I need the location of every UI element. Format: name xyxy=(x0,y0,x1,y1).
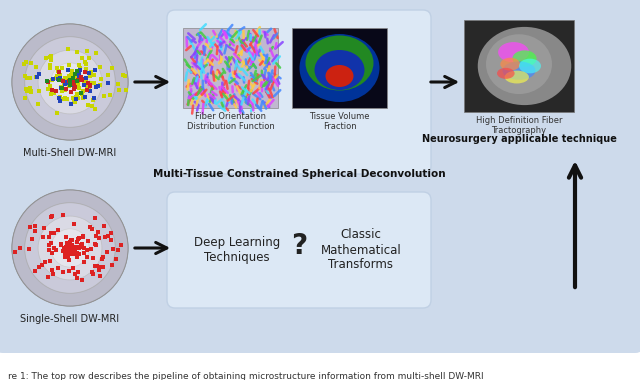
FancyBboxPatch shape xyxy=(292,28,387,108)
Ellipse shape xyxy=(25,203,115,293)
Text: re 1: The top row describes the pipeline of obtaining microstructure information: re 1: The top row describes the pipeline… xyxy=(8,372,484,380)
FancyBboxPatch shape xyxy=(167,192,431,308)
Ellipse shape xyxy=(25,203,115,293)
Ellipse shape xyxy=(51,63,89,101)
Ellipse shape xyxy=(38,50,102,114)
Ellipse shape xyxy=(477,27,572,105)
Ellipse shape xyxy=(38,50,102,114)
Ellipse shape xyxy=(500,58,520,71)
Text: Multi-Shell DW-MRI: Multi-Shell DW-MRI xyxy=(24,148,116,158)
Ellipse shape xyxy=(502,62,536,80)
Text: Neurosurgery applicable technique: Neurosurgery applicable technique xyxy=(422,134,616,144)
Ellipse shape xyxy=(38,216,102,280)
Text: Multi-Tissue Constrained Spherical Deconvolution: Multi-Tissue Constrained Spherical Decon… xyxy=(153,169,445,179)
Text: ?: ? xyxy=(291,232,307,260)
Ellipse shape xyxy=(12,190,128,306)
Ellipse shape xyxy=(497,68,515,79)
Ellipse shape xyxy=(486,34,552,94)
Ellipse shape xyxy=(505,71,529,84)
Ellipse shape xyxy=(38,216,102,280)
Ellipse shape xyxy=(314,50,365,90)
Ellipse shape xyxy=(25,37,115,127)
Ellipse shape xyxy=(51,229,89,267)
FancyBboxPatch shape xyxy=(167,10,431,174)
FancyBboxPatch shape xyxy=(183,28,278,108)
Text: Deep Learning
Techniques: Deep Learning Techniques xyxy=(194,236,280,264)
Ellipse shape xyxy=(300,34,380,102)
Ellipse shape xyxy=(12,190,128,306)
Ellipse shape xyxy=(12,24,128,140)
Ellipse shape xyxy=(519,59,541,73)
Text: High Definition Fiber
Tractography: High Definition Fiber Tractography xyxy=(476,116,563,135)
Ellipse shape xyxy=(326,65,353,87)
Ellipse shape xyxy=(305,35,374,90)
Text: Classic
Mathematical
Transforms: Classic Mathematical Transforms xyxy=(321,228,401,271)
Text: Single-Shell DW-MRI: Single-Shell DW-MRI xyxy=(20,314,120,324)
Ellipse shape xyxy=(513,51,536,67)
FancyBboxPatch shape xyxy=(0,0,640,353)
Text: Tissue Volume
Fraction: Tissue Volume Fraction xyxy=(309,112,370,131)
FancyBboxPatch shape xyxy=(464,20,574,112)
Text: Fiber Orientation
Distribution Function: Fiber Orientation Distribution Function xyxy=(187,112,275,131)
Ellipse shape xyxy=(498,42,529,62)
Ellipse shape xyxy=(51,63,89,101)
Ellipse shape xyxy=(25,37,115,127)
Ellipse shape xyxy=(51,229,89,267)
Ellipse shape xyxy=(12,24,128,140)
